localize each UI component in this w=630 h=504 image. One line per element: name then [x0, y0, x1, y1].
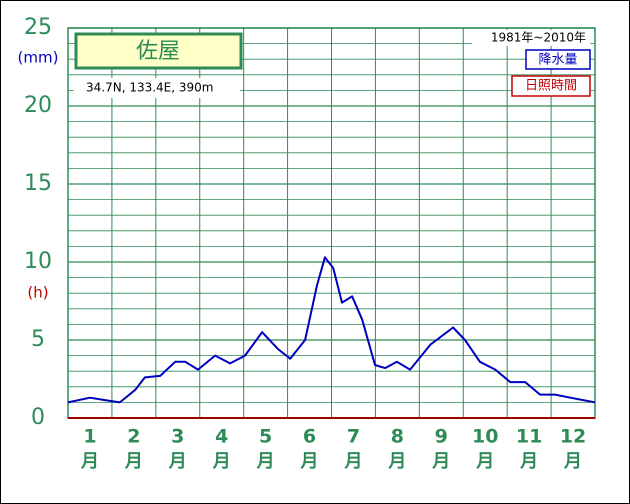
x-tick-label: 1	[83, 426, 96, 448]
x-tick-label: 8	[391, 426, 404, 448]
y-tick-label: 15	[24, 171, 52, 196]
x-tick-label: 10	[472, 426, 498, 448]
x-tick-label: 7	[347, 426, 360, 448]
legend-label: 日照時間	[525, 79, 577, 94]
y-unit: (mm)	[18, 49, 59, 67]
x-tick-label: 9	[435, 426, 448, 448]
x-tick-label: 12	[560, 426, 586, 448]
x-month-label: 月	[343, 451, 362, 472]
y-tick-label: 10	[24, 249, 52, 274]
x-month-label: 月	[124, 451, 143, 472]
x-month-label: 月	[563, 451, 582, 472]
x-tick-label: 4	[215, 426, 228, 448]
marks	[67, 256, 596, 404]
x-month-label: 月	[387, 451, 406, 472]
x-tick-label: 6	[303, 426, 316, 448]
subtitle-bg	[74, 78, 240, 98]
y2-unit: (h)	[27, 284, 48, 302]
title-box	[74, 32, 243, 70]
legend-box	[511, 75, 591, 97]
subtitle: 34.7N, 133.4E, 390m	[86, 81, 213, 95]
x-month-label: 月	[256, 451, 275, 472]
y-tick-label: 5	[31, 327, 45, 352]
x-tick-label: 2	[127, 426, 140, 448]
y-tick-label: 0	[31, 405, 45, 430]
data-line	[67, 256, 596, 404]
x-tick-label: 3	[171, 426, 184, 448]
legend-label: 降水量	[538, 53, 577, 68]
x-month-label: 月	[475, 451, 494, 472]
x-tick-label: 11	[516, 426, 542, 448]
x-month-label: 月	[168, 451, 187, 472]
y-tick-label: 25	[24, 15, 52, 40]
y-tick-label: 20	[24, 93, 52, 118]
period-bg	[472, 30, 590, 46]
x-month-label: 月	[80, 451, 99, 472]
x-month-label: 月	[212, 451, 231, 472]
chart-title: 佐屋	[136, 39, 180, 64]
x-month-label: 月	[300, 451, 319, 472]
period: 1981年~2010年	[491, 31, 586, 45]
x-month-label: 月	[431, 451, 450, 472]
x-month-label: 月	[519, 451, 538, 472]
legend-box	[525, 49, 591, 70]
x-tick-label: 5	[259, 426, 272, 448]
